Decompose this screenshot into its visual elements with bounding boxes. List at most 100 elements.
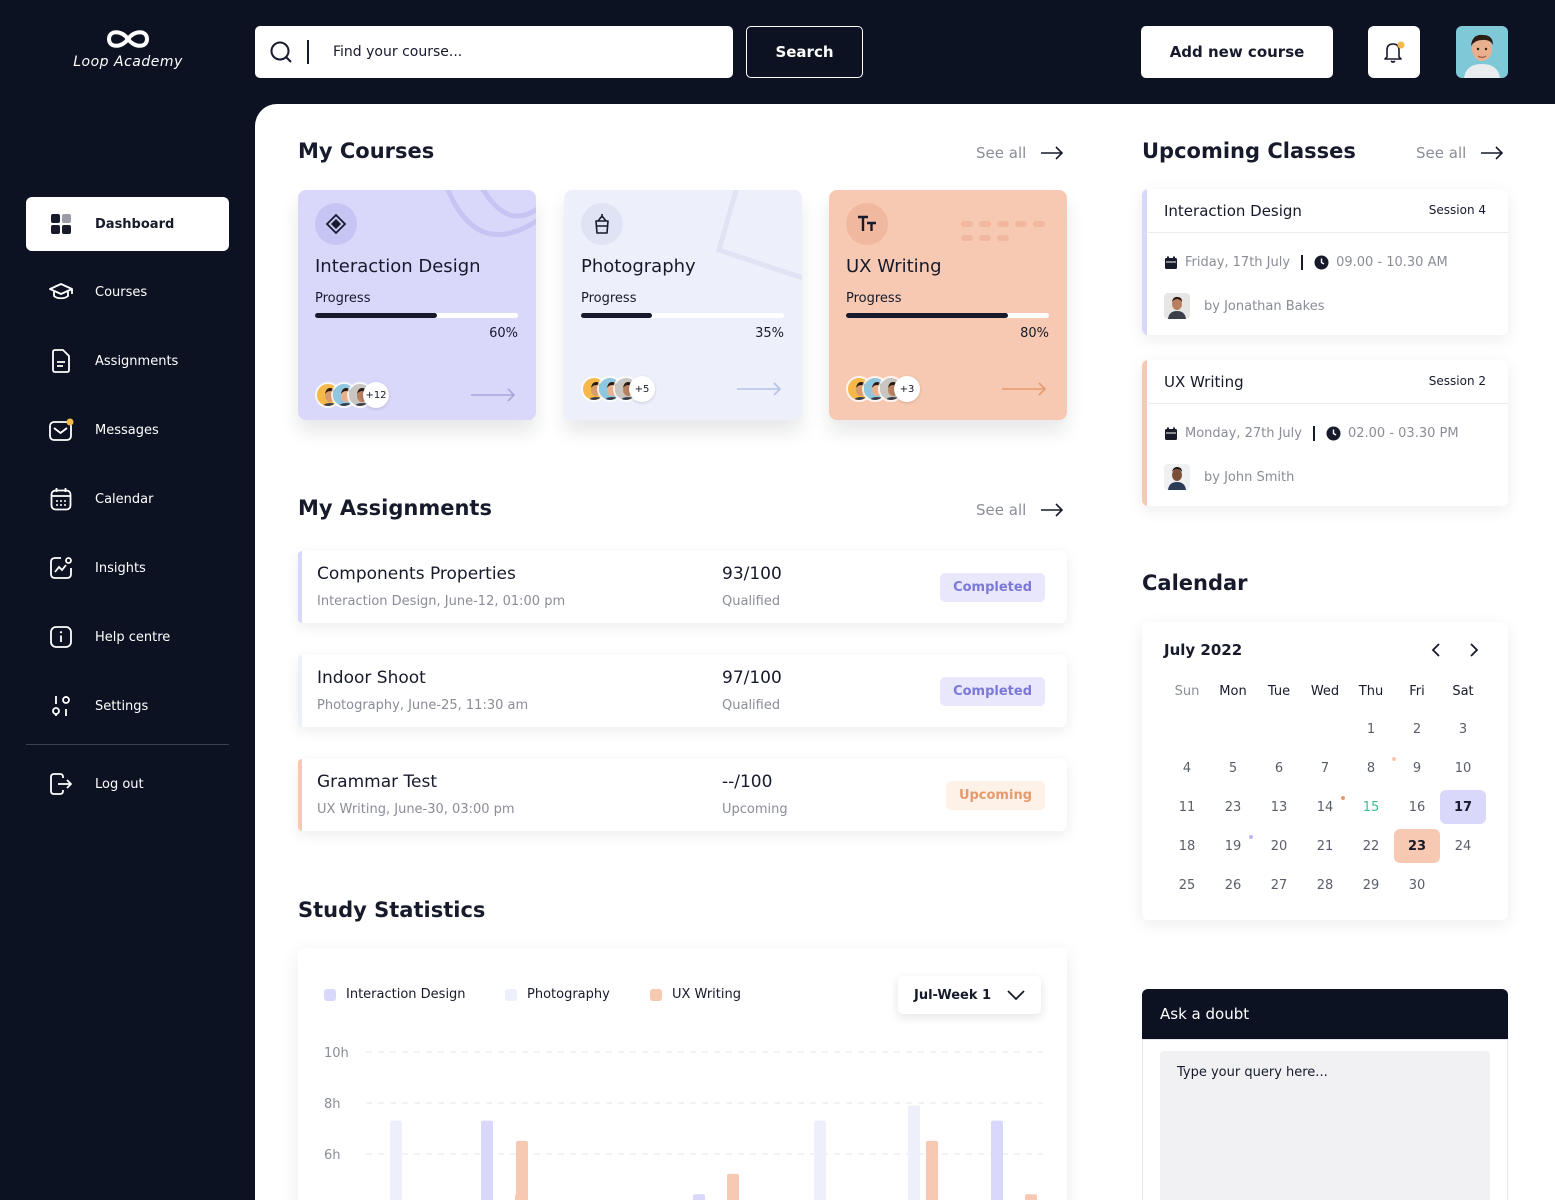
calendar-day[interactable]: 17: [1440, 790, 1486, 824]
calendar-day[interactable]: 6: [1274, 760, 1284, 776]
my-courses-see-all[interactable]: See all: [976, 144, 1064, 162]
brand-logo[interactable]: Loop Academy: [58, 26, 198, 70]
calendar-day[interactable]: 13: [1270, 799, 1288, 815]
doubt-query-input[interactable]: [1160, 1051, 1490, 1200]
assignment-accent: [298, 551, 302, 623]
calendar-day[interactable]: 28: [1316, 877, 1334, 893]
calendar-day[interactable]: 2: [1412, 721, 1422, 737]
assignment-accent: [298, 759, 302, 831]
calendar-day[interactable]: 24: [1454, 838, 1472, 854]
weekday-sat: Sat: [1452, 684, 1474, 699]
sidebar-item-settings[interactable]: Settings: [26, 679, 229, 733]
sidebar-item-label: Messages: [95, 422, 159, 438]
class-card[interactable]: UX Writing Session 2 Monday, 27th July 0…: [1142, 360, 1508, 506]
progress-label: Progress: [846, 291, 902, 306]
bar-photography: [814, 1120, 826, 1200]
calendar-day[interactable]: 26: [1224, 877, 1242, 893]
assignment-score: 97/100: [722, 668, 782, 688]
sidebar-item-messages[interactable]: Messages: [26, 403, 229, 457]
calendar-day[interactable]: 23: [1394, 829, 1440, 863]
calendar-day[interactable]: 19: [1224, 838, 1242, 854]
assignment-row[interactable]: Indoor Shoot Photography, June-25, 11:30…: [298, 655, 1067, 727]
calendar-day[interactable]: 7: [1320, 760, 1330, 776]
progress-bar: [315, 313, 518, 318]
calendar-day[interactable]: 14: [1316, 799, 1334, 815]
calendar-day[interactable]: 11: [1178, 799, 1196, 815]
calendar-day[interactable]: 16: [1408, 799, 1426, 815]
search-divider: [307, 40, 309, 64]
calendar-day[interactable]: 18: [1178, 838, 1196, 854]
card-decoration: [961, 221, 1045, 241]
weekday-wed: Wed: [1310, 684, 1340, 699]
mail-icon: [48, 417, 74, 443]
class-divider: [1148, 403, 1508, 404]
sidebar-item-help-centre[interactable]: Help centre: [26, 610, 229, 664]
my-assignments-see-all[interactable]: See all: [976, 501, 1064, 519]
calendar-day[interactable]: 10: [1454, 760, 1472, 776]
class-title: UX Writing: [1164, 373, 1244, 391]
progress-bar: [846, 313, 1049, 318]
progress-bar: [581, 313, 784, 318]
calendar-day[interactable]: 8: [1366, 760, 1376, 776]
chevron-left-icon[interactable]: [1430, 642, 1442, 658]
legend-interaction-design: Interaction Design: [324, 987, 466, 1002]
course-card-interaction-design[interactable]: Interaction Design Progress 60% +12: [298, 190, 536, 420]
calendar-day[interactable]: 5: [1228, 760, 1238, 776]
period-dropdown[interactable]: Jul-Week 1: [898, 976, 1041, 1014]
sidebar-item-courses[interactable]: Courses: [26, 265, 229, 319]
legend-ux-writing: UX Writing: [650, 987, 741, 1002]
sidebar-item-dashboard[interactable]: Dashboard: [26, 197, 229, 251]
arrow-right-icon[interactable]: [736, 382, 782, 396]
legend-swatch: [324, 988, 336, 1001]
calendar-day[interactable]: 22: [1362, 838, 1380, 854]
student-avatars: +5: [581, 376, 655, 402]
calendar-day[interactable]: 23: [1224, 799, 1242, 815]
calendar-day[interactable]: 25: [1178, 877, 1196, 893]
sidebar-item-label: Calendar: [95, 491, 154, 507]
arrow-right-icon: [1041, 146, 1064, 160]
upcoming-classes-see-all[interactable]: See all: [1416, 144, 1504, 162]
sidebar-item-insights[interactable]: Insights: [26, 541, 229, 595]
assignment-row[interactable]: Grammar Test UX Writing, June-30, 03:00 …: [298, 759, 1067, 831]
calendar-day[interactable]: 30: [1408, 877, 1426, 893]
search-input[interactable]: [333, 44, 703, 60]
calendar-day[interactable]: 15: [1362, 799, 1380, 815]
assignment-row[interactable]: Components Properties Interaction Design…: [298, 551, 1067, 623]
arrow-right-icon[interactable]: [470, 388, 516, 402]
ask-doubt-header: Ask a doubt: [1142, 989, 1508, 1039]
assignment-score-status: Qualified: [722, 594, 781, 609]
assignment-subtitle: Interaction Design, June-12, 01:00 pm: [317, 594, 566, 609]
chevron-right-icon[interactable]: [1468, 642, 1480, 658]
calendar-day[interactable]: 29: [1362, 877, 1380, 893]
course-card-photography[interactable]: Photography Progress 35% +5: [564, 190, 802, 420]
search-button[interactable]: Search: [746, 26, 863, 78]
class-time: 09.00 - 10.30 AM: [1336, 255, 1448, 270]
sidebar-item-label: Courses: [95, 284, 148, 300]
course-card-ux-writing[interactable]: UX Writing Progress 80% +3: [829, 190, 1067, 420]
sidebar-item-label: Assignments: [95, 353, 179, 369]
sidebar-item-calendar[interactable]: Calendar: [26, 472, 229, 526]
calendar-day[interactable]: 20: [1270, 838, 1288, 854]
user-avatar[interactable]: [1456, 26, 1508, 78]
logout-button[interactable]: Log out: [26, 757, 229, 811]
search-icon[interactable]: [255, 40, 307, 64]
class-card[interactable]: Interaction Design Session 4 Friday, 17t…: [1142, 189, 1508, 335]
assignment-subtitle: Photography, June-25, 11:30 am: [317, 698, 529, 713]
class-accent: [1142, 360, 1147, 506]
calendar-day[interactable]: 4: [1182, 760, 1192, 776]
calendar-icon: [1165, 256, 1177, 269]
calendar-day[interactable]: 27: [1270, 877, 1288, 893]
calendar-day[interactable]: 1: [1366, 721, 1376, 737]
bar-interaction-design: [693, 1194, 705, 1200]
legend-label: Interaction Design: [346, 987, 466, 1002]
sidebar-item-assignments[interactable]: Assignments: [26, 334, 229, 388]
calendar-day[interactable]: 3: [1458, 721, 1468, 737]
notifications-button[interactable]: [1368, 26, 1420, 78]
add-new-course-button[interactable]: Add new course: [1141, 26, 1333, 78]
arrow-right-icon[interactable]: [1001, 382, 1047, 396]
teacher-avatar: [1164, 464, 1190, 490]
calendar-day[interactable]: 21: [1316, 838, 1334, 854]
upcoming-classes-title: Upcoming Classes: [1142, 139, 1356, 163]
calendar-day[interactable]: 9: [1412, 760, 1422, 776]
design-tool-icon: [315, 203, 357, 245]
